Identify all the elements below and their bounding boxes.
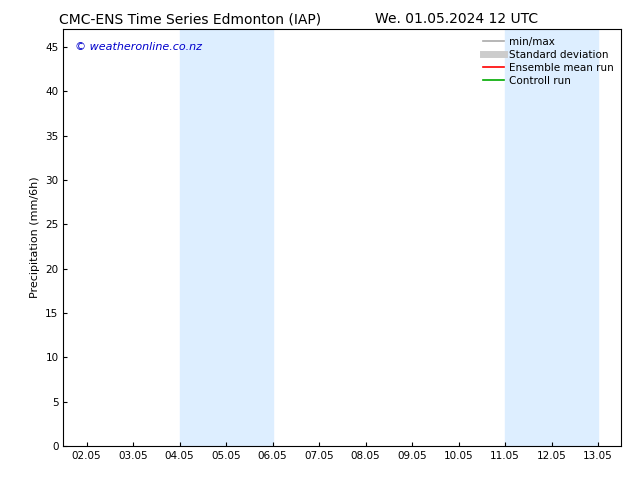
Bar bbox=[179, 29, 273, 446]
Text: © weatheronline.co.nz: © weatheronline.co.nz bbox=[75, 42, 202, 52]
Bar bbox=[505, 29, 598, 446]
Legend: min/max, Standard deviation, Ensemble mean run, Controll run: min/max, Standard deviation, Ensemble me… bbox=[479, 32, 618, 90]
Text: CMC-ENS Time Series Edmonton (IAP): CMC-ENS Time Series Edmonton (IAP) bbox=[59, 12, 321, 26]
Y-axis label: Precipitation (mm/6h): Precipitation (mm/6h) bbox=[30, 177, 40, 298]
Text: We. 01.05.2024 12 UTC: We. 01.05.2024 12 UTC bbox=[375, 12, 538, 26]
